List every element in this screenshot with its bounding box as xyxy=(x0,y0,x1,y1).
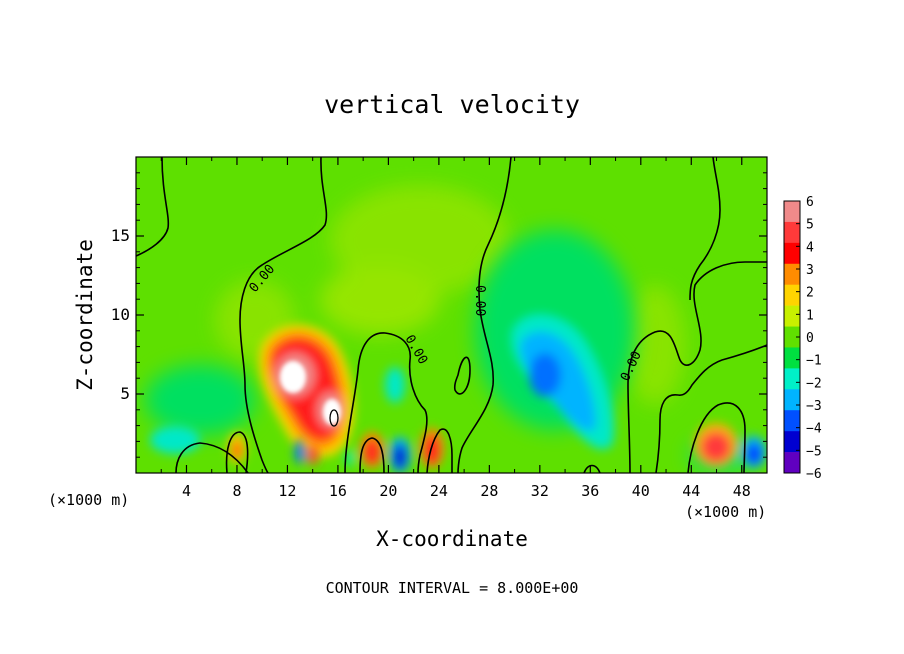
colorbar-label: −1 xyxy=(806,354,822,369)
weak-positive-regions xyxy=(215,185,685,405)
colorbar-swatch xyxy=(784,431,800,453)
x-tick-label: 4 xyxy=(182,482,191,500)
chart-title: vertical velocity xyxy=(324,90,580,119)
x-unit-left: (×1000 m) xyxy=(48,491,129,509)
colorbar-label: −4 xyxy=(806,422,822,437)
colorbar-label: 2 xyxy=(806,286,814,301)
plot-area xyxy=(136,157,767,473)
contour-core-lower xyxy=(329,409,339,427)
x-tick-label: 48 xyxy=(733,482,751,500)
colorbar-swatch xyxy=(784,242,800,265)
colorbar-label: −3 xyxy=(806,399,822,414)
y-axis-label: Z-coordinate xyxy=(73,239,97,391)
surface-cell-x13 xyxy=(295,440,305,464)
contour-x45-upper xyxy=(689,157,721,301)
x-tick-label: 28 xyxy=(480,482,498,500)
surface-cell-x46 xyxy=(701,432,731,462)
x-tick-label: 8 xyxy=(232,482,241,500)
contour-upper-left xyxy=(136,157,170,257)
colorbar-label: 4 xyxy=(806,240,814,255)
contour-x8-cell xyxy=(225,431,249,473)
colorbar-label: −6 xyxy=(806,467,822,482)
downdraft-cyan-small xyxy=(385,367,405,403)
y-tick-label: 10 xyxy=(111,305,130,324)
contour-x22 xyxy=(426,428,453,473)
x-tick-label: 20 xyxy=(379,482,397,500)
surface-cell-x23 xyxy=(424,435,440,465)
colorbar-label: 6 xyxy=(806,195,814,210)
contour-x20-strip xyxy=(344,332,428,473)
downdraft-cyan-left xyxy=(150,426,200,454)
x-axis: 4 8 12 16 20 24 28 32 36 40 44 48 xyxy=(160,157,751,500)
y-tick-label: 5 xyxy=(120,384,130,403)
contour-x38-main xyxy=(627,261,767,473)
contour-x41 xyxy=(655,344,767,473)
colorbar-label: 5 xyxy=(806,218,814,233)
contour-x44-cell xyxy=(687,402,746,473)
surface-cell-x49 xyxy=(746,443,762,465)
colorbar-swatch xyxy=(784,201,800,223)
colorbar-swatch xyxy=(784,284,800,306)
colorbar-swatch xyxy=(784,452,800,474)
contour-x25-main xyxy=(457,157,512,473)
colorbar-label: 0 xyxy=(806,331,814,346)
surface-cell-x14 xyxy=(308,445,318,465)
contour-x19 xyxy=(359,437,385,473)
surface-cell-x21 xyxy=(393,444,407,470)
colorbar-swatch xyxy=(784,368,800,390)
surface-cell-x17 xyxy=(346,450,354,466)
x-tick-label: 40 xyxy=(632,482,650,500)
updraft-core-upper xyxy=(280,361,306,393)
x-tick-label: 32 xyxy=(531,482,549,500)
y-axis: 5 10 15 xyxy=(111,172,767,458)
colorbar-swatch xyxy=(784,263,800,285)
colorbar-swatch xyxy=(784,410,800,432)
colorbar-swatch xyxy=(784,221,800,244)
x-unit-right: (×1000 m) xyxy=(685,503,766,521)
contour-x24-loop xyxy=(453,356,471,395)
surface-cell-x8 xyxy=(232,440,242,460)
updraft-core-contours xyxy=(329,409,339,427)
x-tick-label: 16 xyxy=(329,482,347,500)
colorbar-label: 3 xyxy=(806,263,814,278)
surface-cell-x19 xyxy=(364,439,380,465)
colorbar-label: −2 xyxy=(806,376,822,391)
colorbar-swatch xyxy=(784,305,800,327)
colorbar-label: 1 xyxy=(806,308,814,323)
y-tick-label: 15 xyxy=(111,226,130,245)
weak-downdraft-left xyxy=(145,365,255,435)
contour-interval-note: CONTOUR INTERVAL = 8.000E+00 xyxy=(326,579,579,597)
weak-updraft-mid xyxy=(320,265,440,335)
surface-cells xyxy=(228,423,766,473)
contour-label: 0.00 xyxy=(472,285,487,316)
colorbar-swatch xyxy=(784,347,800,369)
x-axis-label: X-coordinate xyxy=(376,527,528,551)
x-tick-label: 44 xyxy=(682,482,700,500)
colorbar-swatch xyxy=(784,389,800,411)
colorbar-label: −5 xyxy=(806,444,822,459)
contour-x37 xyxy=(583,464,601,473)
contour-left-main xyxy=(239,157,328,473)
colorbar-swatch xyxy=(784,326,800,348)
contour-left-surface xyxy=(175,442,249,473)
downdraft-region-main xyxy=(150,313,615,454)
downdraft-blue-core xyxy=(529,353,561,397)
weak-updraft-right xyxy=(625,285,685,405)
x-tick-label: 36 xyxy=(581,482,599,500)
x-tick-label: 24 xyxy=(430,482,448,500)
zero-contours xyxy=(136,157,767,473)
x-tick-label: 12 xyxy=(278,482,296,500)
colorbar: 6 5 4 3 2 1 0 −1 −2 −3 −4 −5 −6 xyxy=(783,195,822,482)
